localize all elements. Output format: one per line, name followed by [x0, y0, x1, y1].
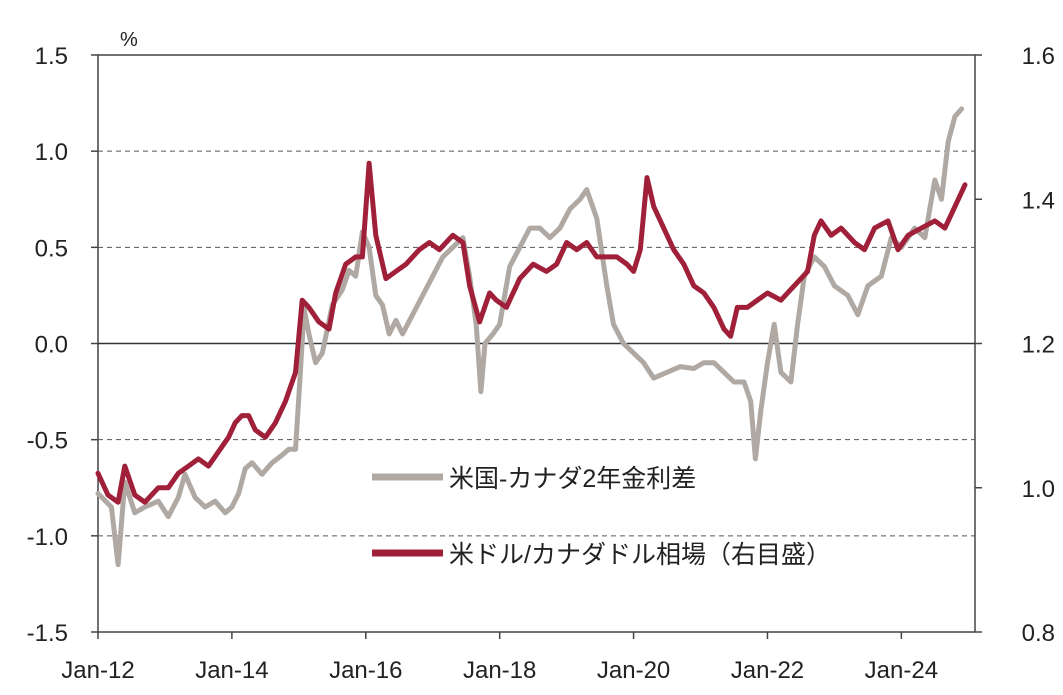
x-tick-label: Jan-18 — [463, 657, 536, 684]
series-line-rate-diff — [95, 106, 965, 568]
left-tick-label: 1.0 — [35, 139, 68, 166]
x-tick-label: Jan-24 — [865, 657, 938, 684]
right-tick-label: 0.8 — [1022, 620, 1055, 647]
series-line-usdcad — [95, 160, 968, 505]
legend: 米国-カナダ2年金利差 米ドル/カナダドル相場（右目盛） — [372, 465, 831, 569]
x-axis-ticks: Jan-12 Jan-14 Jan-16 Jan-18 Jan-20 Jan-22 Jan-… — [61, 632, 938, 684]
gridlines — [98, 150, 975, 537]
unit-label: % — [120, 29, 138, 51]
x-tick-label: Jan-12 — [61, 657, 134, 684]
right-tick-label: 1.6 — [1022, 43, 1055, 70]
x-tick-label: Jan-16 — [329, 657, 402, 684]
series-layer — [95, 106, 968, 568]
x-tick-label: Jan-20 — [597, 657, 670, 684]
left-tick-label: -1.5 — [27, 620, 68, 647]
left-tick-label: 0.0 — [35, 332, 68, 359]
right-axis-ticks: 1.6 1.4 1.2 1.0 0.8 — [975, 43, 1055, 647]
left-tick-label: -0.5 — [27, 428, 68, 455]
left-tick-label: 0.5 — [35, 235, 68, 262]
right-tick-label: 1.4 — [1022, 187, 1055, 214]
legend-label-usdcad: 米ドル/カナダドル相場（右目盛） — [449, 541, 831, 569]
x-tick-label: Jan-22 — [731, 657, 804, 684]
x-tick-label: Jan-14 — [195, 657, 268, 684]
legend-label-rate-diff: 米国-カナダ2年金利差 — [449, 465, 696, 493]
left-tick-label: -1.0 — [27, 524, 68, 551]
left-axis-ticks: 1.5 1.0 0.5 0.0 -0.5 -1.0 -1.5 — [27, 43, 98, 647]
right-tick-label: 1.2 — [1022, 332, 1055, 359]
right-tick-label: 1.0 — [1022, 476, 1055, 503]
left-tick-label: 1.5 — [35, 43, 68, 70]
